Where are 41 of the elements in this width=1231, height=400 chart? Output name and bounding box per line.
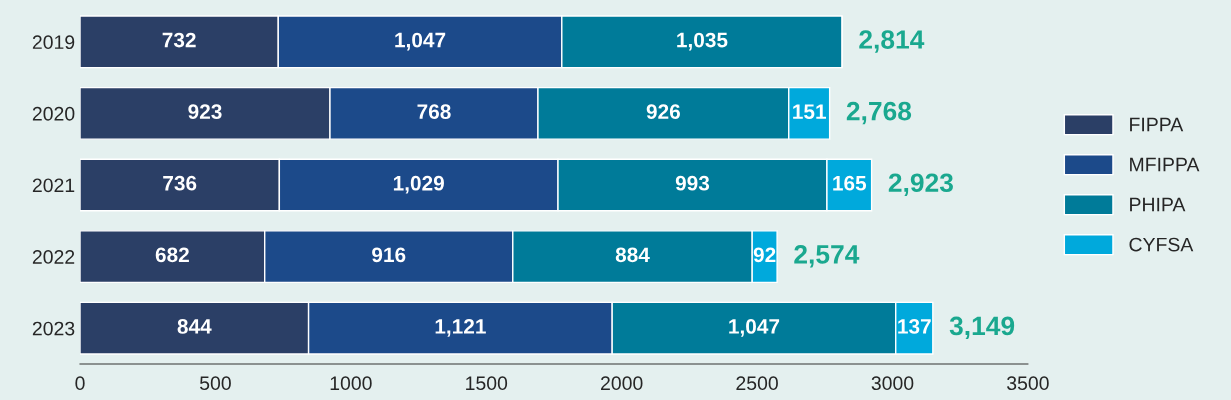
data-label: 926 xyxy=(646,104,680,119)
total-label: 2,574 xyxy=(794,245,860,268)
legend-label: MFIPPA xyxy=(1130,157,1200,172)
x-tick-label: 2000 xyxy=(601,376,643,391)
legend-label: PHIPA xyxy=(1130,197,1186,212)
y-tick-label: 2019 xyxy=(32,35,75,50)
data-label: 884 xyxy=(615,247,650,263)
data-label: 768 xyxy=(417,104,451,119)
total-label: 2,923 xyxy=(888,173,953,196)
y-tick-label: 2021 xyxy=(32,178,75,193)
data-label: 732 xyxy=(162,32,196,48)
x-tick-label: 2500 xyxy=(736,376,778,391)
data-label: 137 xyxy=(898,319,931,334)
data-label: 1,047 xyxy=(729,319,780,337)
data-label: 736 xyxy=(163,175,197,191)
data-label: 1,047 xyxy=(395,32,446,51)
y-tick-label: 2023 xyxy=(32,321,75,336)
y-tick-label: 2022 xyxy=(32,250,75,264)
data-label: 1,121 xyxy=(435,319,486,337)
total-label: 2,768 xyxy=(846,101,912,125)
x-tick-label: 0 xyxy=(75,376,85,391)
data-label: 916 xyxy=(372,247,406,263)
legend-label: FIPPA xyxy=(1130,117,1184,132)
data-label: 993 xyxy=(675,175,710,191)
x-tick-label: 500 xyxy=(199,376,231,391)
data-label: 1,029 xyxy=(393,175,444,194)
data-label: 1,035 xyxy=(677,32,728,51)
total-label: 2,814 xyxy=(859,30,925,53)
x-tick-label: 3500 xyxy=(1007,376,1049,391)
legend-label: CYFSA xyxy=(1129,237,1194,252)
x-tick-label: 1500 xyxy=(466,376,508,391)
data-label: 92 xyxy=(753,247,776,263)
x-tick-label: 1000 xyxy=(330,376,372,391)
total-label: 3,149 xyxy=(949,316,1015,340)
data-label: 165 xyxy=(833,175,867,191)
x-tick-label: 3000 xyxy=(871,376,914,391)
data-label: 151 xyxy=(793,104,826,119)
data-label: 923 xyxy=(188,104,222,120)
data-label: 682 xyxy=(155,247,189,263)
y-tick-label: 2020 xyxy=(32,106,75,121)
data-label: 844 xyxy=(177,319,212,334)
